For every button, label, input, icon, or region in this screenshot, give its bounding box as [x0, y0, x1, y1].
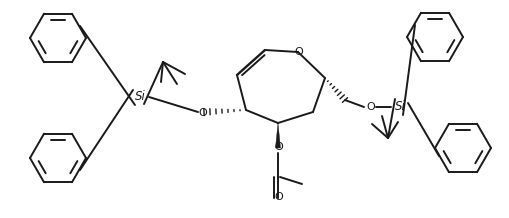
Text: O: O	[366, 102, 375, 112]
Text: O: O	[295, 47, 303, 57]
Text: Si: Si	[134, 90, 146, 104]
Text: O: O	[275, 192, 284, 202]
Text: O: O	[199, 108, 207, 118]
Polygon shape	[275, 123, 280, 148]
Text: Si: Si	[394, 100, 405, 114]
Text: O: O	[275, 142, 284, 152]
